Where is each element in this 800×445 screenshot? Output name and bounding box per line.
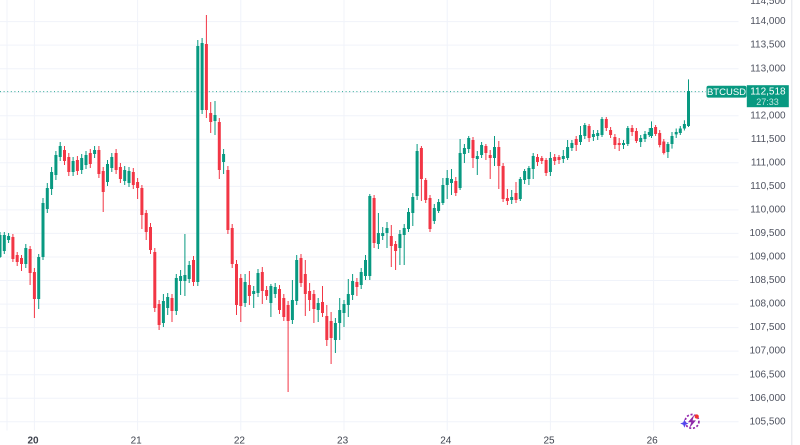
svg-text:108,000: 108,000 (749, 299, 786, 310)
svg-text:107,500: 107,500 (749, 322, 786, 333)
svg-text:105,500: 105,500 (749, 416, 786, 427)
svg-text:109,500: 109,500 (749, 228, 786, 239)
svg-text:113,500: 113,500 (750, 40, 786, 51)
svg-text:110,000: 110,000 (750, 205, 786, 216)
svg-text:21: 21 (131, 436, 143, 445)
svg-text:BTCUSD: BTCUSD (707, 87, 746, 98)
svg-text:26: 26 (647, 436, 659, 445)
svg-text:20: 20 (27, 436, 39, 445)
svg-text:106,000: 106,000 (749, 393, 786, 404)
svg-text:23: 23 (337, 436, 349, 445)
svg-text:114,500: 114,500 (750, 0, 786, 7)
svg-text:25: 25 (543, 436, 555, 445)
svg-text:106,500: 106,500 (749, 369, 786, 380)
svg-text:114,000: 114,000 (750, 16, 786, 27)
svg-text:27:33: 27:33 (756, 97, 779, 107)
svg-text:22: 22 (234, 436, 246, 445)
svg-text:108,500: 108,500 (749, 275, 786, 286)
svg-text:113,000: 113,000 (750, 63, 786, 74)
svg-text:112,518: 112,518 (750, 86, 786, 97)
svg-text:107,000: 107,000 (749, 346, 786, 357)
svg-text:111,500: 111,500 (751, 134, 786, 145)
svg-text:111,000: 111,000 (751, 157, 786, 168)
svg-text:112,000: 112,000 (750, 110, 786, 121)
svg-text:24: 24 (440, 436, 452, 445)
svg-text:110,500: 110,500 (750, 181, 786, 192)
svg-text:109,000: 109,000 (749, 252, 786, 263)
